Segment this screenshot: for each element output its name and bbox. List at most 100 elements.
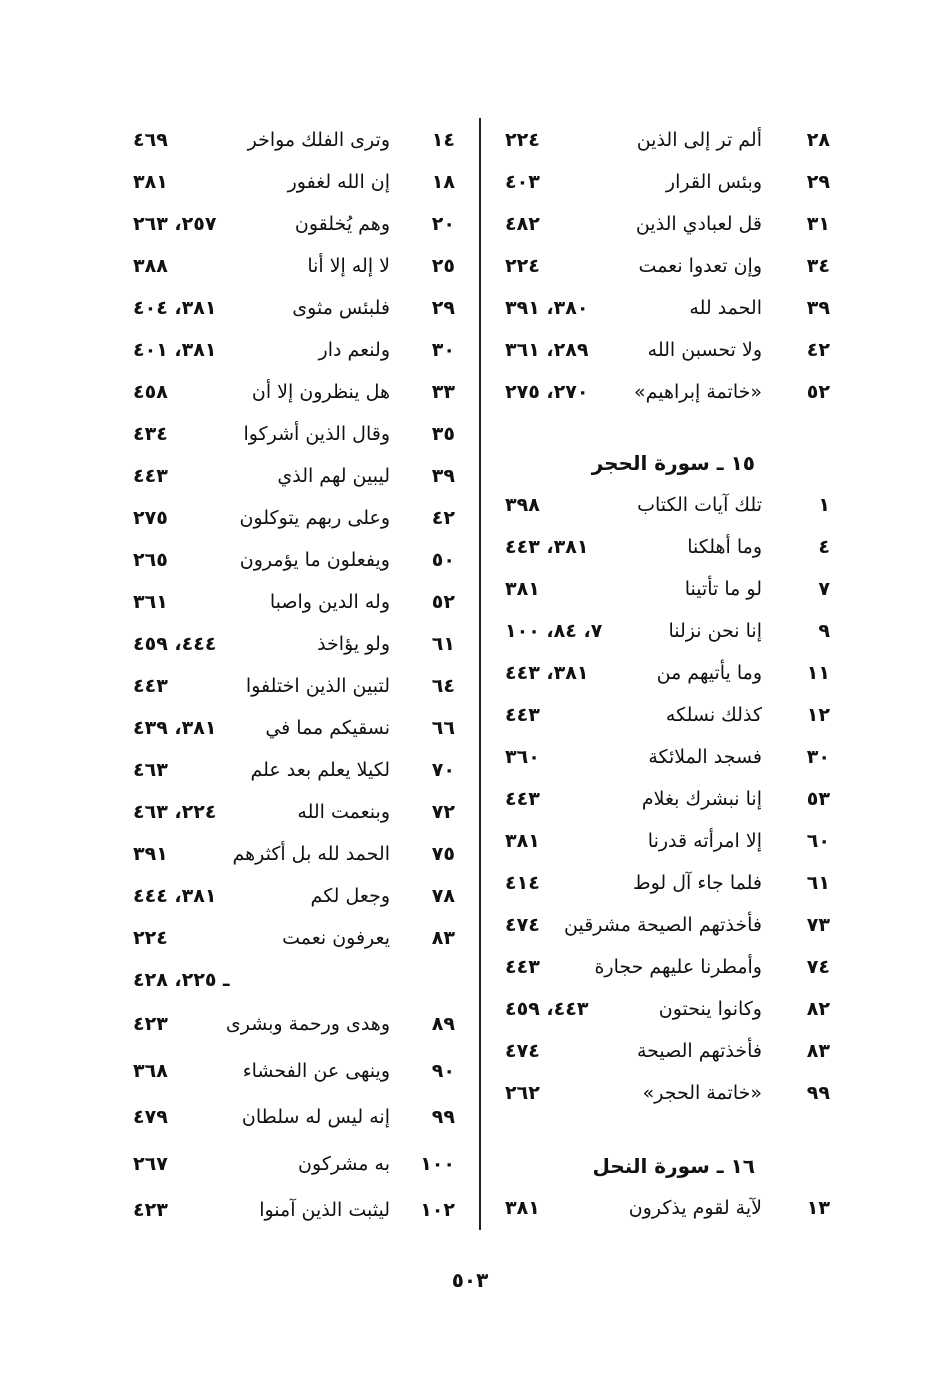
- verse-phrase: الحمد لله بل أكثرهم: [232, 843, 390, 865]
- verse-phrase: وقال الذين أشركوا: [243, 423, 390, 445]
- index-entry: ٧ لو ما تأتينا ٣٨١: [505, 568, 830, 610]
- row-group: ١٤ وترى الفلك مواخر ٤٦٩ ١٨ إن الله لغفور ٣٨١ ٢…: [133, 119, 455, 959]
- verse-phrase: تلك آيات الكتاب: [637, 494, 762, 516]
- verse-phrase: نسقيكم مما في: [265, 717, 390, 739]
- verse-phrase: إلا امرأته قدرنا: [647, 830, 762, 852]
- verse-phrase: لا إله إلا أنا: [307, 255, 390, 277]
- page-references: ٣٨١، ٤٤٤: [133, 885, 217, 907]
- verse-number: ٤: [818, 536, 830, 558]
- page-references: ٤٦٩: [133, 129, 168, 151]
- index-entry: ٩٩ إنه ليس له سلطان ٤٧٩: [133, 1094, 455, 1141]
- row-group: ١ تلك آيات الكتاب ٣٩٨ ٤ وما أهلكنا ٣٨١، ٤٤٣ ٧ ل…: [505, 484, 830, 1114]
- verse-phrase: «خاتمة إبراهيم»: [633, 381, 762, 403]
- verse-phrase: فأخذتهم الصيحة مشرقين: [564, 914, 762, 936]
- page-references: ٤٤٣: [133, 675, 168, 697]
- verse-phrase: ألم تر إلى الذين: [636, 129, 762, 151]
- index-entry: ٥٠ ويفعلون ما يؤمرون ٢٦٥: [133, 539, 455, 581]
- page-refs-continuation: ـ ٢٢٥، ٤٢٨: [133, 969, 230, 991]
- page-references: ٤٧٩: [133, 1106, 168, 1129]
- page-references: ٢٢٤: [133, 927, 168, 949]
- verse-phrase: ليبين لهم الذي: [277, 465, 390, 487]
- verse-number: ٣٩: [431, 465, 455, 487]
- verse-phrase: وهدى ورحمة وبشرى: [225, 1013, 390, 1036]
- page-references: ٢٢٤: [505, 255, 540, 277]
- page-references: ٤٤٣: [505, 788, 540, 810]
- verse-phrase: به مشركون: [298, 1152, 390, 1175]
- page-references: ٢٦٧: [133, 1152, 168, 1175]
- verse-phrase: وبنعمت الله: [297, 801, 390, 823]
- page-references: ٢٦٢: [505, 1082, 540, 1104]
- verse-number: ٨٩: [431, 1013, 455, 1036]
- verse-phrase: لو ما تأتينا: [684, 578, 762, 600]
- verse-number: ٣٩: [806, 297, 830, 319]
- index-entry: ٦٠ إلا امرأته قدرنا ٣٨١: [505, 820, 830, 862]
- verse-number: ٧٠: [431, 759, 455, 781]
- verse-phrase: ولو يؤاخذ: [317, 633, 390, 655]
- verse-phrase: كذلك نسلكه: [665, 704, 762, 726]
- verse-phrase: «خاتمة الحجر»: [642, 1082, 762, 1104]
- index-entry: ٦١ فلما جاء آل لوط ٤١٤: [505, 862, 830, 904]
- page-references: ٣٨١، ٤٤٣: [505, 536, 589, 558]
- verse-number: ٣١: [806, 213, 830, 235]
- page-references: ٤٤٤، ٤٥٩: [133, 633, 217, 655]
- index-entry: ٤٢ وعلى ربهم يتوكلون ٢٧٥: [133, 497, 455, 539]
- verse-phrase: لكيلا يعلم بعد علم: [250, 759, 390, 781]
- verse-phrase: ويفعلون ما يؤمرون: [239, 549, 390, 571]
- verse-number: ٢٩: [431, 297, 455, 319]
- verse-phrase: وينهى عن الفحشاء: [242, 1059, 390, 1082]
- verse-phrase: وما يأتيهم من: [656, 662, 762, 684]
- index-entry: ٨٣ يعرفون نعمت ٢٢٤: [133, 917, 455, 959]
- verse-number: ٥٣: [806, 788, 830, 810]
- verse-number: ٧: [818, 578, 830, 600]
- index-entry: ٩٠ وينهى عن الفحشاء ٣٦٨: [133, 1048, 455, 1095]
- verse-number: ٥٠: [431, 549, 455, 571]
- index-entry: ٢٨ ألم تر إلى الذين ٢٢٤: [505, 119, 830, 161]
- verse-number: ٨٢: [806, 998, 830, 1020]
- verse-number: ٧٤: [806, 956, 830, 978]
- page-references: ٣٨١، ٤٤٣: [505, 662, 589, 684]
- index-entry: ١٤ وترى الفلك مواخر ٤٦٩: [133, 119, 455, 161]
- index-entry: ٢٩ فلبئس مثوى ٣٨١، ٤٠٤: [133, 287, 455, 329]
- verse-number: ١٠٠: [420, 1152, 455, 1175]
- index-entry: ٢٥ لا إله إلا أنا ٣٨٨: [133, 245, 455, 287]
- verse-number: ٦٤: [431, 675, 455, 697]
- page-references: ٣٨١، ٤٠١: [133, 339, 217, 361]
- index-entry: ٥٢ وله الدين واصبا ٣٦١: [133, 581, 455, 623]
- verse-number: ٣٠: [806, 746, 830, 768]
- index-column-left: ١٤ وترى الفلك مواخر ٤٦٩ ١٨ إن الله لغفور ٣٨١ ٢…: [133, 119, 455, 1234]
- verse-number: ٥٢: [431, 591, 455, 613]
- page-references: ٢٧٥: [133, 507, 168, 529]
- verse-phrase: لتبين الذين اختلفوا: [245, 675, 390, 697]
- verse-phrase: وإن تعدوا نعمت: [638, 255, 762, 277]
- page-references: ٤٤٣: [505, 704, 540, 726]
- index-entry: ٣٠ ولنعم دار ٣٨١، ٤٠١: [133, 329, 455, 371]
- index-entry: ٧٠ لكيلا يعلم بعد علم ٤٦٣: [133, 749, 455, 791]
- page-references: ٤٤٣، ٤٥٩: [505, 998, 589, 1020]
- verse-number: ١٣: [806, 1197, 830, 1219]
- page-references: ٣٨١: [505, 830, 540, 852]
- index-entry: ٨٩ وهدى ورحمة وبشرى ٤٢٣: [133, 1001, 455, 1048]
- page-references: ٤٢٣: [133, 1199, 168, 1222]
- index-entry: ٦٦ نسقيكم مما في ٣٨١، ٤٣٩: [133, 707, 455, 749]
- verse-number: ٤٢: [431, 507, 455, 529]
- verse-number: ٧٨: [431, 885, 455, 907]
- verse-number: ٢٥: [431, 255, 455, 277]
- index-entry: ٤ وما أهلكنا ٣٨١، ٤٤٣: [505, 526, 830, 568]
- page-references: ٤٤٣: [505, 956, 540, 978]
- verse-number: ٧٥: [431, 843, 455, 865]
- page-references: ٣٩١: [133, 843, 168, 865]
- page-references: ٤٤٣: [133, 465, 168, 487]
- verse-number: ٩٩: [431, 1106, 455, 1129]
- row-group: ٨٩ وهدى ورحمة وبشرى ٤٢٣ ٩٠ وينهى عن الفحشاء ٣…: [133, 1001, 455, 1234]
- index-entry: ٦٤ لتبين الذين اختلفوا ٤٤٣: [133, 665, 455, 707]
- page-references: ٣٨١: [133, 171, 168, 193]
- page-references: ٤٧٤: [505, 1040, 540, 1062]
- index-entry: ٧٢ وبنعمت الله ٢٢٤، ٤٦٣: [133, 791, 455, 833]
- page-references: ٤١٤: [505, 872, 540, 894]
- verse-phrase: إنه ليس له سلطان: [241, 1106, 390, 1129]
- verse-phrase: وجعل لكم: [310, 885, 390, 907]
- verse-number: ١٤: [431, 129, 455, 151]
- row-group: ٢٨ ألم تر إلى الذين ٢٢٤ ٢٩ وبئس القرار ٤٠٣ ٣١ ق…: [505, 119, 830, 413]
- row-group: ١٣ لآية لقوم يذكرون ٣٨١: [505, 1187, 830, 1229]
- page-references: ٣٨١: [505, 1197, 540, 1219]
